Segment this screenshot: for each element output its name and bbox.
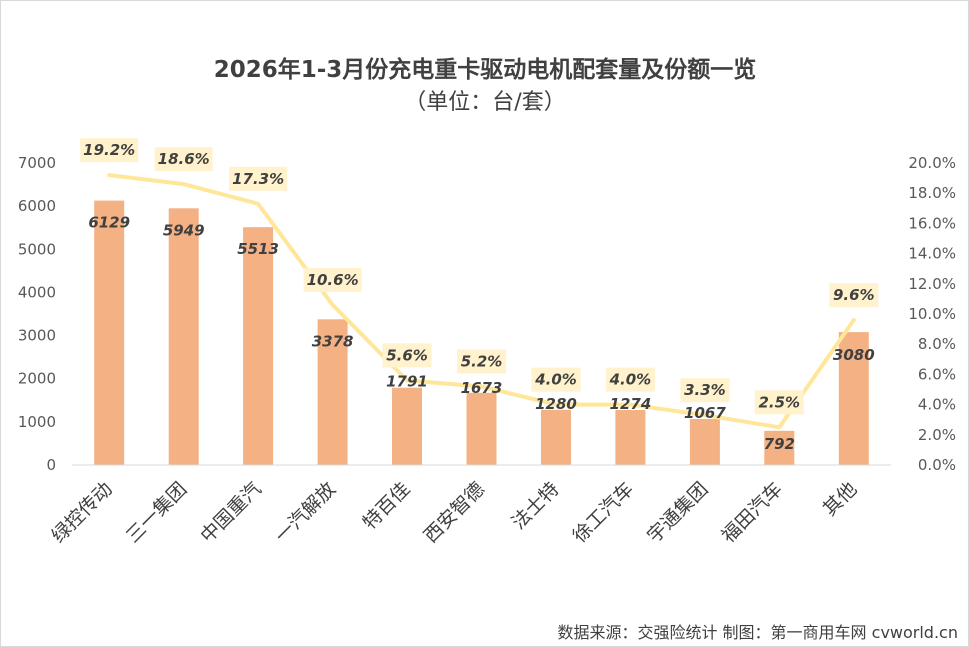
bar-value-label: 1791 <box>386 373 428 391</box>
chart-title: 2026年1-3月份充电重卡驱动电机配套量及份额一览 <box>214 56 757 83</box>
y-right-tick-label: 12.0% <box>908 275 956 293</box>
bar-11 <box>838 332 869 465</box>
share-label-text: 18.6% <box>158 150 210 168</box>
y-left-axis: 0 1000 2000 3000 4000 5000 6000 7000 <box>18 154 56 474</box>
y-left-tick-label: 0 <box>46 456 56 474</box>
bar-5 <box>392 387 422 465</box>
share-label-box <box>382 343 432 368</box>
share-label-box <box>154 147 213 172</box>
bar-7 <box>541 409 571 465</box>
share-label-box <box>605 367 655 392</box>
y-right-axis: 0.0% 2.0% 4.0% 6.0% 8.0% 10.0% 12.0% 14.0% 16.0%… <box>908 154 956 474</box>
y-left-tick-label: 4000 <box>18 283 56 301</box>
share-label-text: 4.0% <box>609 371 652 389</box>
share-label: 2.5% <box>754 390 804 415</box>
y-right-tick-label: 18.0% <box>908 184 956 202</box>
share-label-text: 5.2% <box>461 353 503 371</box>
y-left-tick-label: 2000 <box>18 370 56 388</box>
share-label: 17.3% <box>229 166 288 191</box>
share-label-box <box>303 267 362 292</box>
share-label: 4.0% <box>531 367 581 392</box>
bar-value-label: 3080 <box>833 346 875 364</box>
bar-value-label: 1280 <box>535 395 577 413</box>
bar-value-label: 1673 <box>461 379 503 397</box>
share-label-box <box>531 367 581 392</box>
bar-value-label: 6129 <box>88 214 130 232</box>
y-right-tick-label: 6.0% <box>918 365 956 383</box>
bar-value-label: 3378 <box>312 332 354 350</box>
share-label: 19.2% <box>80 138 139 163</box>
y-right-tick-label: 16.0% <box>908 214 956 232</box>
share-line-series <box>107 173 856 430</box>
share-label-box <box>229 166 288 191</box>
share-label-box <box>80 138 139 163</box>
y-left-tick-label: 1000 <box>18 413 56 431</box>
share-labels: 19.2% 18.6% 17.3% 10.6% 5.6% 5.2% 4.0% 4.0% 3.3%… <box>80 138 879 415</box>
share-label: 18.6% <box>154 147 213 172</box>
share-label-text: 5.6% <box>386 346 428 364</box>
share-label-text: 2.5% <box>758 393 800 411</box>
y-right-tick-label: 14.0% <box>908 245 956 263</box>
bar-3 <box>243 227 274 465</box>
bar-value-labels: 6129 5949 5513 3378 1791 1673 1280 1274 1067 792 3… <box>88 214 874 453</box>
y-left-tick-label: 3000 <box>18 327 56 345</box>
chart-subtitle: （单位：台/套） <box>404 90 565 115</box>
bar-1 <box>94 200 125 465</box>
bar-8 <box>615 410 646 465</box>
y-left-tick-label: 5000 <box>18 240 56 258</box>
share-label-box <box>754 390 804 415</box>
y-left-tick-label: 7000 <box>18 154 56 172</box>
y-right-tick-label: 10.0% <box>908 305 956 323</box>
bar-value-label: 1067 <box>684 404 726 422</box>
y-right-tick-label: 0.0% <box>918 456 956 474</box>
share-label-box <box>457 349 506 374</box>
share-label-box <box>829 283 879 307</box>
share-label-text: 10.6% <box>307 271 359 289</box>
share-label-text: 3.3% <box>684 381 726 399</box>
y-right-tick-label: 20.0% <box>908 154 956 172</box>
bar-9 <box>689 419 720 465</box>
share-label: 9.6% <box>829 283 879 307</box>
y-right-tick-label: 8.0% <box>918 335 956 353</box>
bar-2 <box>168 208 199 466</box>
share-label-text: 9.6% <box>833 286 875 304</box>
share-label: 4.0% <box>605 367 655 392</box>
bar-series <box>94 200 869 466</box>
y-right-tick-label: 4.0% <box>918 396 956 414</box>
bar-10 <box>764 430 795 465</box>
share-label: 10.6% <box>303 267 362 292</box>
share-label-text: 17.3% <box>232 170 284 188</box>
share-line <box>107 173 856 430</box>
share-label-text: 4.0% <box>534 371 577 389</box>
bar-value-label: 5949 <box>163 221 205 239</box>
share-label-box <box>680 378 730 403</box>
bar-value-label: 5513 <box>237 240 279 258</box>
bar-4 <box>317 319 348 465</box>
share-label: 5.6% <box>382 343 432 368</box>
share-label: 3.3% <box>680 378 730 403</box>
y-left-tick-label: 6000 <box>18 197 56 215</box>
share-label: 5.2% <box>457 349 506 374</box>
source-note: 数据来源：交强险统计 制图：第一商用车网 cvworld.cn <box>557 623 958 642</box>
bar-value-label: 1274 <box>610 395 652 413</box>
share-label-text: 19.2% <box>83 141 135 159</box>
bar-value-label: 792 <box>764 435 795 453</box>
bar-6 <box>466 392 497 465</box>
y-right-tick-label: 2.0% <box>918 426 956 444</box>
